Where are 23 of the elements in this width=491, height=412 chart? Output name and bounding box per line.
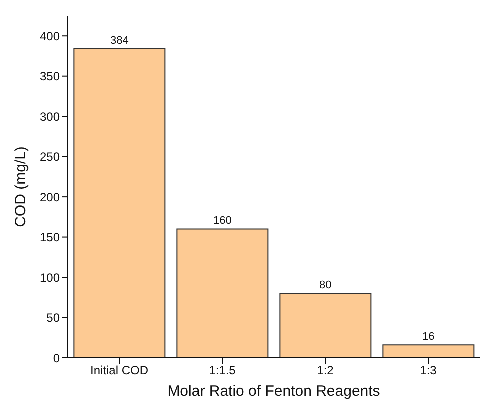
data-label: 16 [422,331,435,344]
data-label: 80 [320,280,332,292]
y-axis-title: COD (mg/L) [12,146,30,228]
x-tick-label: 1:1.5 [209,364,236,378]
y-tick-label: 250 [40,150,60,164]
data-label: 160 [214,215,232,228]
bar [382,344,475,358]
y-tick-label: 350 [40,70,60,84]
y-tick-label: 200 [40,190,60,204]
data-label: 384 [110,34,129,47]
y-tick-label: 400 [40,29,60,44]
y-tick-label: 300 [40,110,60,124]
y-tick-label: 100 [40,270,60,285]
x-tick-label: Initial COD [90,364,149,378]
bar [176,228,269,358]
x-axis-title: Molar Ratio of Fenton Reagents [168,383,380,400]
bar [280,293,372,358]
x-tick-label: 1:3 [420,364,438,378]
x-tick-label: 1:2 [317,364,334,378]
y-tick-label: 50 [46,311,60,326]
y-tick-label: 150 [40,230,60,245]
bar [74,48,166,358]
y-tick-label: 0 [53,351,60,366]
